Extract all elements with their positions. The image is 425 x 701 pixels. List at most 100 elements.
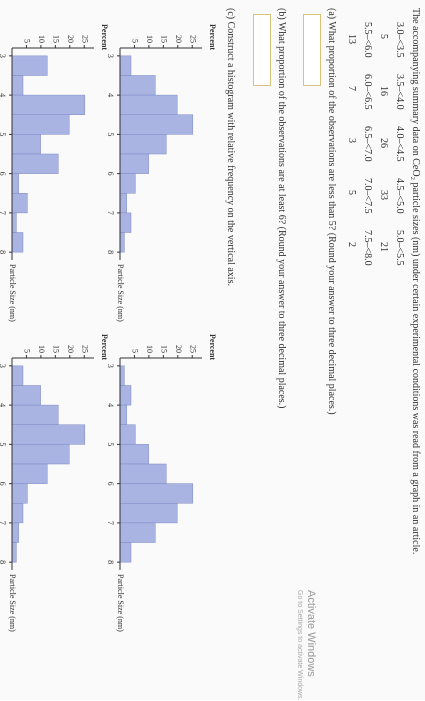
- bar: [11, 193, 28, 214]
- x-axis-label: Particle Size (nm): [8, 574, 17, 632]
- bar: [11, 153, 59, 174]
- y-tick-label: 15: [51, 345, 60, 353]
- table-count: 26: [378, 138, 389, 148]
- bar: [11, 503, 24, 524]
- y-tick-label: 15: [51, 35, 60, 43]
- table-count: 13: [346, 34, 357, 44]
- bar: [119, 404, 127, 425]
- x-tick-label: 7: [0, 521, 7, 525]
- x-tick-label: 8: [106, 560, 115, 564]
- bar: [11, 173, 19, 194]
- table-interval: 4.5–<5.0: [394, 178, 405, 214]
- table-interval: 7.0–<7.5: [362, 178, 373, 214]
- x-tick-label: 8: [106, 250, 115, 254]
- x-axis-label: Particle Size (nm): [8, 264, 17, 322]
- table-interval: 5.5–<6.0: [362, 22, 373, 58]
- x-tick-label: 3: [106, 54, 115, 58]
- bar: [119, 114, 194, 135]
- table-count: 7: [346, 86, 357, 91]
- x-tick-label: 4: [106, 403, 115, 407]
- table-count: 16: [378, 86, 389, 96]
- table-interval: 6.5–<7.0: [362, 126, 373, 162]
- y-tick-label: 10: [37, 345, 46, 353]
- y-tick-label: 10: [145, 35, 154, 43]
- bar: [11, 94, 86, 115]
- bar: [119, 365, 125, 386]
- bar: [119, 134, 167, 155]
- x-tick-label: 8: [0, 250, 7, 254]
- y-tick-label: 20: [174, 345, 183, 353]
- y-tick-label: 5: [23, 349, 32, 353]
- bar: [119, 385, 132, 406]
- table-count: 5: [346, 190, 357, 195]
- bar: [11, 55, 48, 76]
- y-tick-label: 10: [145, 345, 154, 353]
- bar: [11, 114, 70, 135]
- y-tick-label: 5: [23, 39, 32, 43]
- y-tick-label: 25: [188, 35, 197, 43]
- x-axis-label: Particle Size (nm): [116, 574, 125, 632]
- x-tick-label: 7: [106, 521, 115, 525]
- y-axis-label: Percent: [100, 24, 109, 50]
- bar: [119, 424, 136, 445]
- table-count: 21: [378, 242, 389, 252]
- table-count: 2: [346, 242, 357, 247]
- y-tick-label: 5: [131, 349, 140, 353]
- bar: [11, 404, 59, 425]
- y-tick-label: 20: [66, 345, 75, 353]
- bar: [11, 424, 86, 445]
- y-tick-label: 25: [80, 345, 89, 353]
- bar: [119, 75, 156, 96]
- bar: [11, 365, 24, 386]
- x-tick-label: 6: [106, 172, 115, 176]
- table-interval: 3.5–<4.0: [394, 74, 405, 110]
- table-interval: 4.0–<4.5: [394, 126, 405, 162]
- x-tick-label: 4: [0, 403, 7, 407]
- bar: [119, 94, 178, 115]
- watermark-title: Activate Windows: [305, 590, 317, 677]
- y-tick-label: 20: [66, 35, 75, 43]
- x-tick-label: 5: [0, 442, 7, 446]
- y-tick-label: 10: [37, 35, 46, 43]
- x-tick-label: 6: [0, 482, 7, 486]
- y-axis-label: Percent: [208, 24, 217, 50]
- bar: [119, 542, 132, 563]
- bar: [11, 75, 24, 96]
- bar: [11, 232, 24, 253]
- bar: [11, 522, 19, 543]
- x-tick-label: 7: [106, 211, 115, 215]
- x-tick-label: 4: [106, 93, 115, 97]
- bar: [11, 483, 28, 504]
- bar: [11, 463, 48, 484]
- y-axis-label: Percent: [100, 334, 109, 360]
- y-tick-label: 15: [159, 35, 168, 43]
- bar: [11, 444, 70, 465]
- y-tick-label: 25: [80, 35, 89, 43]
- bar: [119, 522, 156, 543]
- table-interval: 6.0–<6.5: [362, 74, 373, 110]
- x-tick-label: 3: [106, 364, 115, 368]
- y-tick-label: 25: [188, 345, 197, 353]
- x-tick-label: 3: [0, 54, 7, 58]
- x-axis-label: Particle Size (nm): [116, 264, 125, 322]
- watermark-subtitle: Go to Settings to activate Windows.: [296, 590, 303, 701]
- x-tick-label: 6: [106, 482, 115, 486]
- table-count: 33: [378, 190, 389, 200]
- table-count: 5: [378, 34, 389, 39]
- x-tick-label: 3: [0, 364, 7, 368]
- bar: [119, 153, 149, 174]
- table-interval: 7.5–<8.0: [362, 230, 373, 266]
- bar: [119, 173, 136, 194]
- bar: [119, 444, 149, 465]
- x-tick-label: 5: [0, 132, 7, 136]
- bar: [11, 385, 41, 406]
- x-tick-label: 5: [106, 132, 115, 136]
- x-tick-label: 4: [0, 93, 7, 97]
- y-tick-label: 5: [131, 39, 140, 43]
- y-axis-label: Percent: [208, 334, 217, 360]
- bar: [119, 212, 132, 233]
- bar: [119, 483, 194, 504]
